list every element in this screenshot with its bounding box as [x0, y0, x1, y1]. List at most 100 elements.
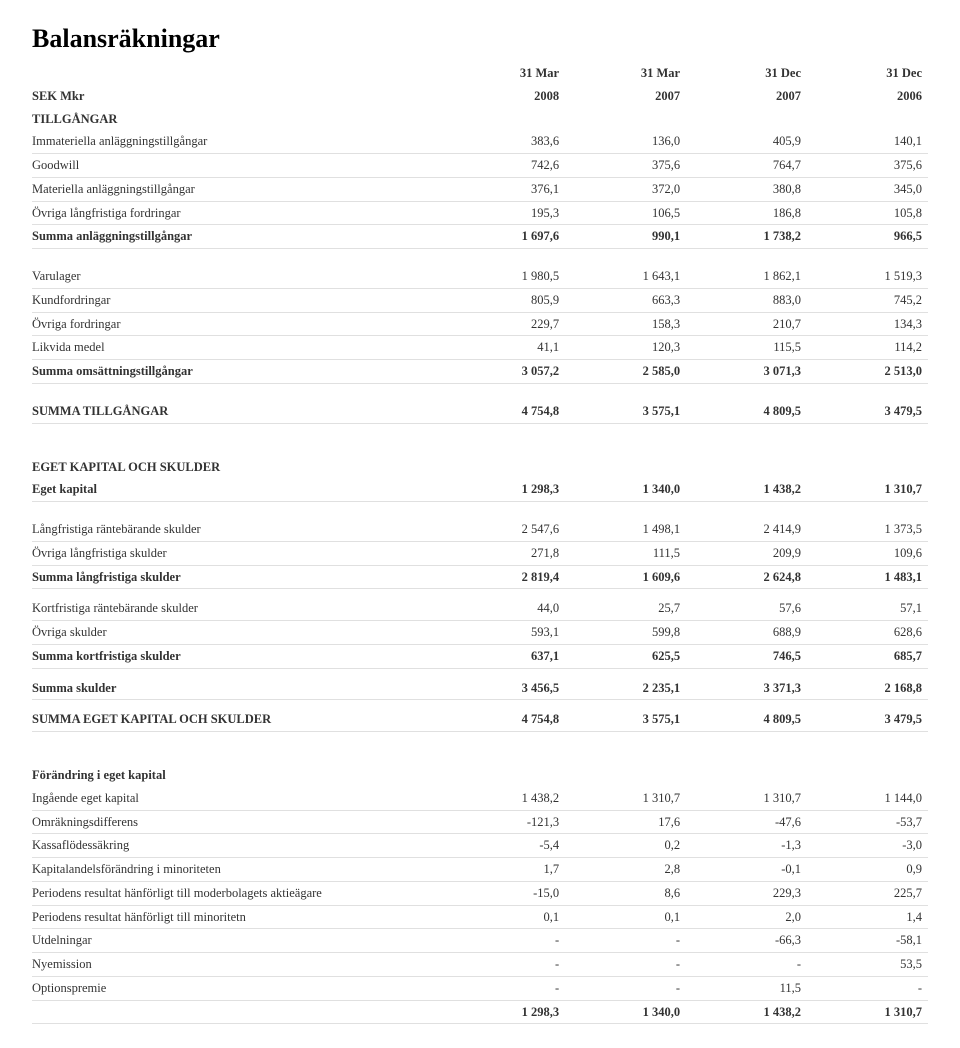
cell-value: 136,0	[565, 130, 686, 153]
cell-value: 25,7	[565, 597, 686, 620]
cell-value: 17,6	[565, 810, 686, 834]
cell-value: 3 479,5	[807, 708, 928, 731]
cell-value: 1 298,3	[444, 1000, 565, 1024]
col-header: 31 Dec	[807, 62, 928, 85]
cell-value: 209,9	[686, 541, 807, 565]
row-label: Övriga fordringar	[32, 312, 444, 336]
cell-value: 966,5	[807, 225, 928, 249]
cell-value: 8,6	[565, 881, 686, 905]
cell-value: -3,0	[807, 834, 928, 858]
cell-value: -	[565, 976, 686, 1000]
row-label: Övriga långfristiga skulder	[32, 541, 444, 565]
section-heading: EGET KAPITAL OCH SKULDER	[32, 456, 928, 479]
cell-value: 375,6	[565, 154, 686, 178]
cell-value: 105,8	[807, 201, 928, 225]
row-label: Summa långfristiga skulder	[32, 565, 444, 589]
table-row: Utdelningar---66,3-58,1	[32, 929, 928, 953]
cell-value: 1 498,1	[565, 518, 686, 541]
row-label: Summa kortfristiga skulder	[32, 644, 444, 668]
cell-value: 4 809,5	[686, 708, 807, 731]
table-row: Periodens resultat hänförligt till moder…	[32, 881, 928, 905]
cell-value: 1 609,6	[565, 565, 686, 589]
cell-value: 4 809,5	[686, 400, 807, 423]
row-label: Likvida medel	[32, 336, 444, 360]
cell-value: -53,7	[807, 810, 928, 834]
table-row: Materiella anläggningstillgångar376,1372…	[32, 177, 928, 201]
row-label: Långfristiga räntebärande skulder	[32, 518, 444, 541]
table-row: Kassaflödessäkring-5,40,2-1,3-3,0	[32, 834, 928, 858]
row-label: Nyemission	[32, 953, 444, 977]
cell-value: 109,6	[807, 541, 928, 565]
cell-value: 1,4	[807, 905, 928, 929]
cell-value: 1 310,7	[807, 1000, 928, 1024]
col-header: 31 Mar	[565, 62, 686, 85]
cell-value: 41,1	[444, 336, 565, 360]
row-label	[32, 1000, 444, 1024]
cell-value: 599,8	[565, 621, 686, 645]
cell-value: 111,5	[565, 541, 686, 565]
cell-value: 376,1	[444, 177, 565, 201]
cell-value: 2 168,8	[807, 677, 928, 700]
cell-value: 1 373,5	[807, 518, 928, 541]
cell-value: 3 575,1	[565, 400, 686, 423]
cell-value: 764,7	[686, 154, 807, 178]
cell-value: 628,6	[807, 621, 928, 645]
cell-value: 663,3	[565, 288, 686, 312]
cell-value: 805,9	[444, 288, 565, 312]
cell-value: 1 862,1	[686, 265, 807, 288]
table-row: Övriga fordringar229,7158,3210,7134,3	[32, 312, 928, 336]
table-row: Likvida medel41,1120,3115,5114,2	[32, 336, 928, 360]
cell-value: 688,9	[686, 621, 807, 645]
cell-value: 1 310,7	[686, 787, 807, 810]
col-header: 2008	[444, 85, 565, 108]
cell-value: 4 754,8	[444, 708, 565, 731]
cell-value: 1 643,1	[565, 265, 686, 288]
table-row: Övriga långfristiga skulder271,8111,5209…	[32, 541, 928, 565]
cell-value: 2 624,8	[686, 565, 807, 589]
cell-value: 593,1	[444, 621, 565, 645]
cell-value: 1 298,3	[444, 478, 565, 501]
row-label: Kassaflödessäkring	[32, 834, 444, 858]
col-header: 2007	[686, 85, 807, 108]
cell-value: 1 519,3	[807, 265, 928, 288]
cell-value: -121,3	[444, 810, 565, 834]
cell-value: 115,5	[686, 336, 807, 360]
cell-value: 990,1	[565, 225, 686, 249]
cell-value: 1 310,7	[807, 478, 928, 501]
cell-value: -15,0	[444, 881, 565, 905]
cell-value: -	[444, 929, 565, 953]
cell-value: 0,2	[565, 834, 686, 858]
table-row: Eget kapital1 298,31 340,01 438,21 310,7	[32, 478, 928, 501]
table-row: Omräkningsdifferens-121,317,6-47,6-53,7	[32, 810, 928, 834]
cell-value: 1 738,2	[686, 225, 807, 249]
row-label: Optionspremie	[32, 976, 444, 1000]
table-row: Kortfristiga räntebärande skulder44,025,…	[32, 597, 928, 620]
cell-value: -	[807, 976, 928, 1000]
cell-value: 2,8	[565, 858, 686, 882]
cell-value: 106,5	[565, 201, 686, 225]
cell-value: 3 456,5	[444, 677, 565, 700]
cell-value: 3 057,2	[444, 360, 565, 384]
cell-value: 57,1	[807, 597, 928, 620]
cell-value: -5,4	[444, 834, 565, 858]
col-header: 31 Dec	[686, 62, 807, 85]
cell-value: 3 575,1	[565, 708, 686, 731]
table-row: Varulager1 980,51 643,11 862,11 519,3	[32, 265, 928, 288]
cell-value: 229,7	[444, 312, 565, 336]
cell-value: 1 980,5	[444, 265, 565, 288]
cell-value: 1 144,0	[807, 787, 928, 810]
cell-value: 114,2	[807, 336, 928, 360]
table-row: 1 298,31 340,01 438,21 310,7	[32, 1000, 928, 1024]
cell-value: 1 340,0	[565, 1000, 686, 1024]
table-row: Ingående eget kapital1 438,21 310,71 310…	[32, 787, 928, 810]
cell-value: 0,1	[565, 905, 686, 929]
cell-value: 195,3	[444, 201, 565, 225]
col-header: 2006	[807, 85, 928, 108]
cell-value: 2 235,1	[565, 677, 686, 700]
row-label: SUMMA TILLGÅNGAR	[32, 400, 444, 423]
cell-value: 637,1	[444, 644, 565, 668]
cell-value: 1 483,1	[807, 565, 928, 589]
row-label: Övriga långfristiga fordringar	[32, 201, 444, 225]
cell-value: -58,1	[807, 929, 928, 953]
cell-value: 380,8	[686, 177, 807, 201]
